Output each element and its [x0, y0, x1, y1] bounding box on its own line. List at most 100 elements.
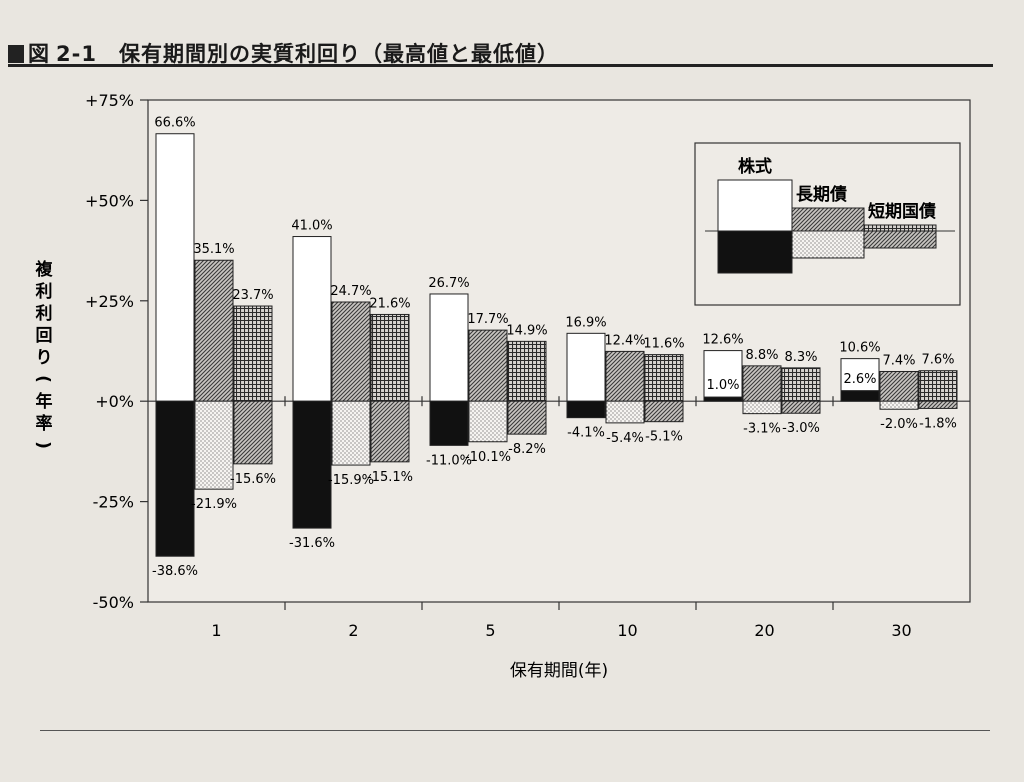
bar-min: [370, 400, 410, 463]
value-label-min: -10.1%: [465, 450, 511, 465]
y-axis-title-char: 年: [36, 391, 53, 412]
y-axis-title-char: 回: [36, 326, 53, 346]
x-axis: 1 2 5 10 20 30: [148, 396, 970, 640]
bar-min: [840, 390, 880, 402]
bar-min: [918, 400, 958, 409]
x-axis-title: 保有期間(年): [510, 661, 608, 681]
bar-min: [781, 400, 821, 414]
value-label-min: -15.9%: [328, 473, 374, 488]
heading-square-icon: [8, 45, 24, 63]
bar-max: [194, 259, 234, 402]
value-label-max: 26.7%: [428, 276, 469, 291]
figure-number: 2-1: [56, 42, 97, 66]
value-label-min: -8.2%: [508, 442, 546, 457]
value-label-min: -3.1%: [743, 422, 781, 437]
value-label-min: 1.0%: [706, 378, 739, 393]
bar-min: [429, 400, 469, 446]
value-label-max: 11.6%: [643, 337, 684, 352]
figure-number-prefix: 図: [28, 42, 50, 66]
y-tick-label: +75%: [85, 91, 134, 110]
value-label-min: -11.0%: [426, 453, 472, 468]
legend-swatch-max: [791, 207, 865, 232]
value-label-max: 35.1%: [193, 242, 234, 257]
bar-min: [507, 400, 547, 435]
x-tick-label: 1: [211, 621, 221, 640]
value-label-max: 66.6%: [154, 116, 195, 131]
bar-max: [703, 350, 743, 398]
bar-max: [429, 293, 469, 402]
x-tick-label: 10: [617, 621, 637, 640]
bar-min: [292, 400, 332, 529]
bars-group: [155, 133, 958, 557]
bar-min: [644, 400, 684, 423]
value-label-max: 7.4%: [882, 353, 915, 368]
value-label-max: 12.4%: [604, 333, 645, 348]
bar-min: [155, 400, 195, 557]
bar-min: [194, 400, 234, 490]
legend-swatch-max: [863, 224, 937, 232]
value-label-max: 16.9%: [565, 315, 606, 330]
bar-max: [644, 354, 684, 402]
bar-max: [331, 301, 371, 402]
y-axis: +75% +50% +25% +0% -25% -50%: [85, 91, 148, 612]
value-label-max: 10.6%: [839, 341, 880, 356]
bar-min: [703, 396, 743, 402]
y-axis-title-char: ): [33, 441, 53, 449]
value-label-max: 21.6%: [369, 296, 410, 311]
value-label-max: 7.6%: [921, 353, 954, 368]
value-label-max: 17.7%: [467, 312, 508, 327]
y-tick-label: -25%: [93, 493, 134, 512]
bottom-rule: [40, 730, 990, 731]
y-axis-title-char: 率: [36, 413, 53, 434]
bar-min: [742, 400, 782, 415]
value-label-min: -15.6%: [230, 472, 276, 487]
x-tick-label: 20: [754, 621, 774, 640]
value-label-max: 12.6%: [702, 333, 743, 348]
figure-heading: 図 2-1 保有期間別の実質利回り（最高値と最低値）: [8, 38, 559, 68]
x-tick-label: 5: [485, 621, 495, 640]
value-label-min: 2.6%: [843, 372, 876, 387]
bar-max: [370, 313, 410, 402]
x-tick-label: 30: [891, 621, 911, 640]
y-axis-title-char: 利: [36, 303, 53, 324]
value-label-min: -2.0%: [880, 417, 918, 432]
legend-label: 長期債: [796, 184, 847, 205]
legend-swatch-min: [791, 230, 865, 259]
bar-max: [879, 370, 919, 402]
bar-max: [605, 350, 645, 402]
value-label-min: -15.1%: [367, 470, 413, 485]
value-label-min: -5.1%: [645, 430, 683, 445]
y-axis-title-char: 複: [35, 259, 54, 280]
y-tick-label: +0%: [95, 392, 134, 411]
bar-max: [233, 305, 273, 402]
legend-swatch-min: [717, 230, 793, 274]
value-label-min: -5.4%: [606, 431, 644, 446]
bar-max: [840, 358, 880, 392]
bar-max: [918, 370, 958, 402]
value-label-min: -4.1%: [567, 426, 605, 441]
bar-max: [566, 332, 606, 402]
bar-max: [292, 236, 332, 402]
legend-label: 短期国債: [868, 201, 936, 222]
value-label-max: 8.8%: [745, 348, 778, 363]
top-rule: [8, 64, 993, 67]
bar-max: [155, 133, 195, 402]
y-tick-label: +25%: [85, 292, 134, 311]
value-label-max: 24.7%: [330, 284, 371, 299]
legend-label: 株式: [738, 156, 772, 177]
legend-swatch-min: [863, 230, 937, 249]
y-tick-label: -50%: [93, 593, 134, 612]
bar-min: [879, 400, 919, 410]
value-label-min: -31.6%: [289, 536, 335, 551]
y-axis-title-char: 利: [36, 281, 53, 302]
value-labels-group: 66.6% -38.6% 35.1% -21.9% 23.7% -15.6% 41.0% -3…: [152, 116, 957, 579]
bar-min: [468, 400, 508, 443]
bar-min: [331, 400, 371, 466]
bar-min: [233, 400, 273, 465]
chart-title: 保有期間別の実質利回り（最高値と最低値）: [118, 42, 559, 66]
value-label-min: -1.8%: [919, 416, 957, 431]
